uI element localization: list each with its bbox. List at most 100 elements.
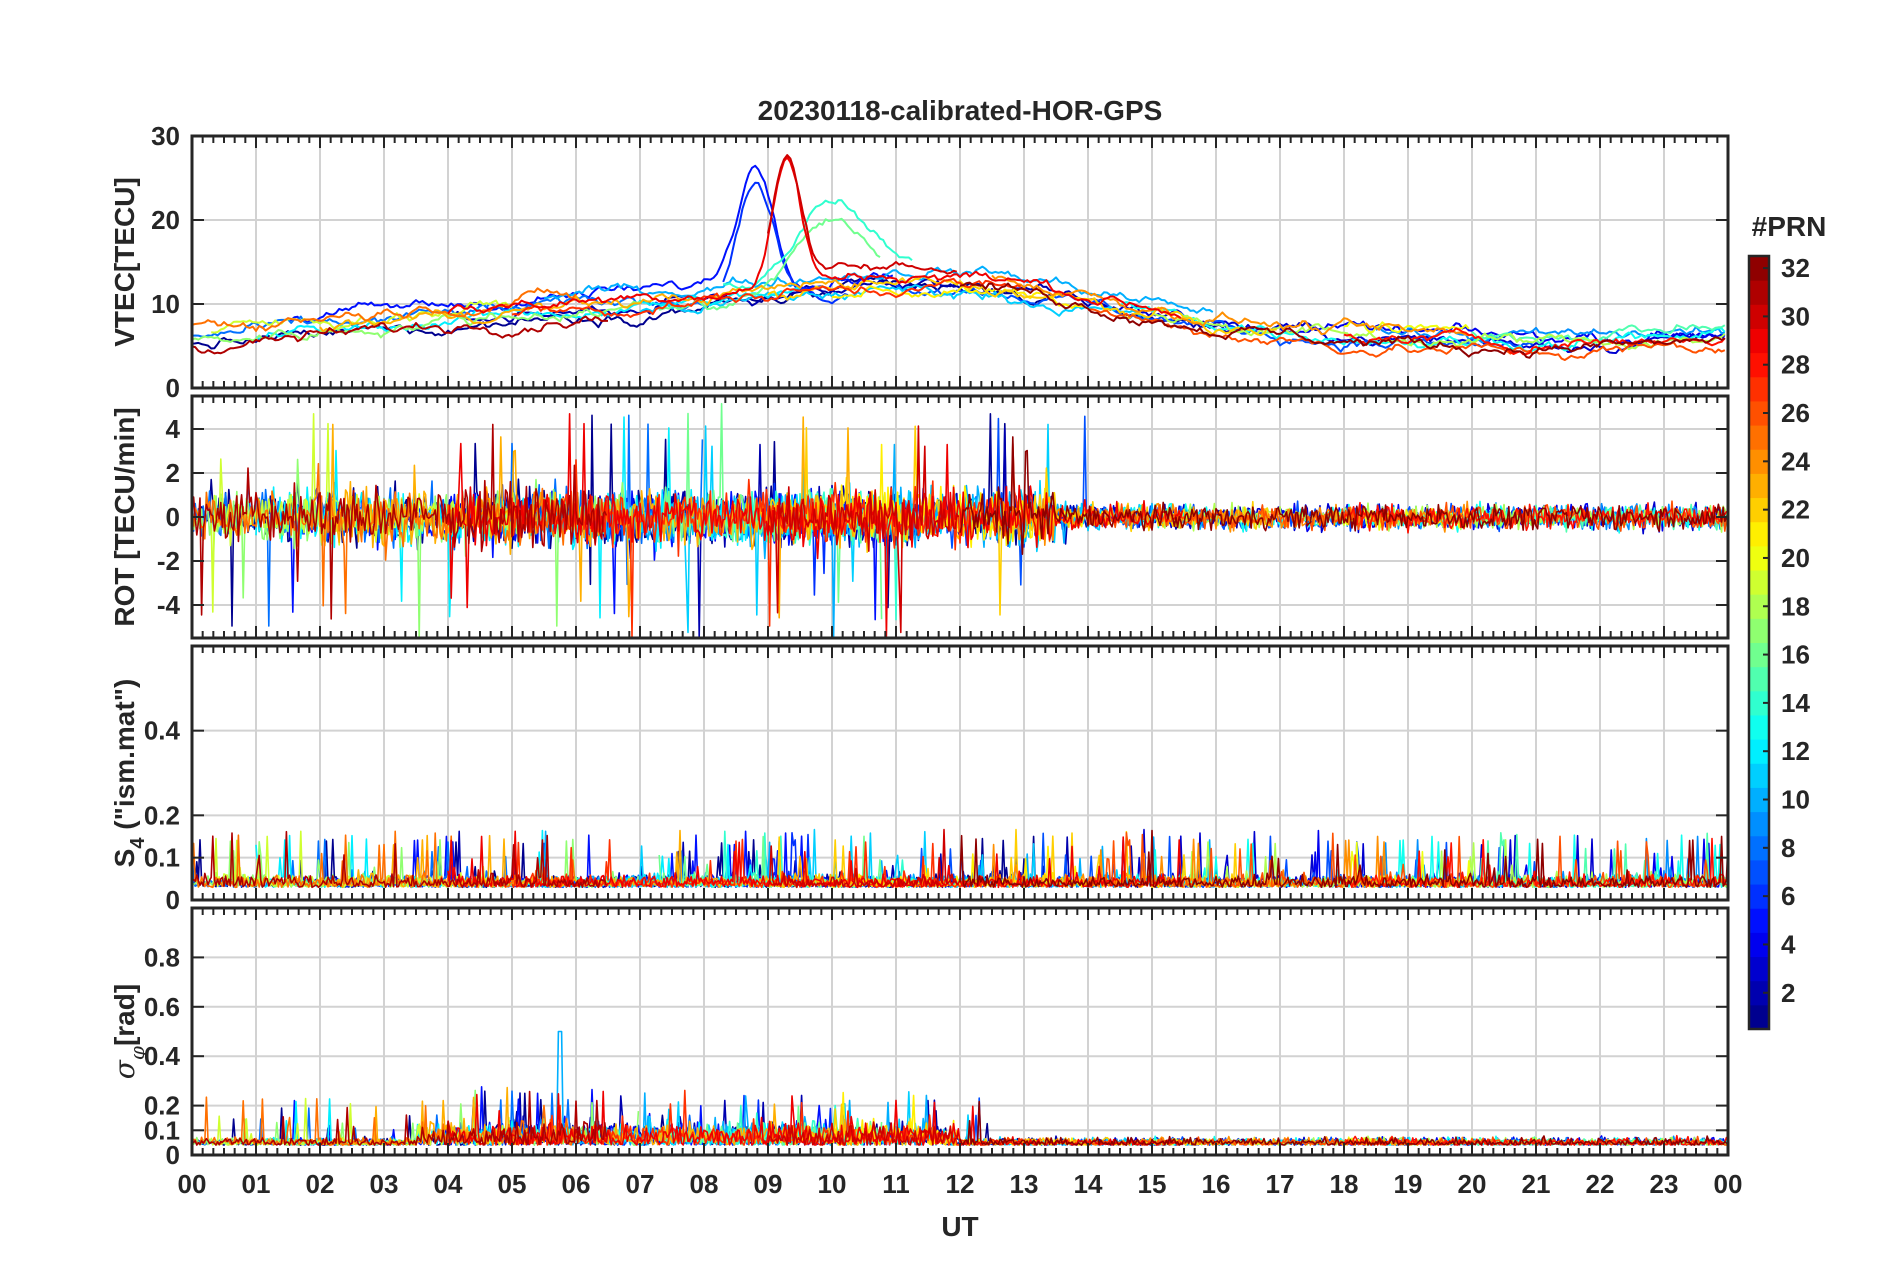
colorbar-tick-label: 30: [1781, 301, 1810, 331]
series-line-prn-32: [959, 281, 1726, 359]
colorbar-swatch-prn-10: [1749, 787, 1769, 813]
series-line-prn-26: [1087, 308, 1726, 361]
colorbar-swatch-prn-18: [1749, 594, 1769, 619]
series-line-prn-30: [767, 828, 959, 889]
x-tick-label: 04: [434, 1169, 463, 1199]
x-tick-label: 18: [1330, 1169, 1359, 1199]
x-tick-label: 02: [306, 1169, 335, 1199]
x-tick-label: 06: [562, 1169, 591, 1199]
panel-ticks: [191, 396, 1729, 638]
y-tick-label: 2: [166, 458, 180, 488]
y-tick-label: 0: [166, 373, 180, 403]
x-tick-label: 21: [1522, 1169, 1551, 1199]
colorbar-swatch-prn-19: [1749, 570, 1769, 595]
panel-series: [192, 828, 1728, 889]
colorbar-swatch-prn-27: [1749, 376, 1769, 402]
panel-ticks: [191, 908, 1729, 1156]
x-tick-label: 17: [1266, 1169, 1295, 1199]
y-axis-label: σφ[rad]: [108, 984, 149, 1079]
colorbar-swatch-prn-29: [1749, 328, 1769, 354]
y-tick-label: 0.2: [144, 1091, 180, 1121]
colorbar-swatch-prn-30: [1749, 304, 1769, 329]
colorbar-swatch-prn-24: [1749, 449, 1769, 474]
series-line-prn-31: [192, 830, 608, 889]
panel-series: [192, 154, 1726, 361]
series-line-prn-24: [991, 274, 1470, 337]
panel-sigphi: 00.10.2 0.4 0.6 0.8 σφ[rad] 00 01 02 03 04 05 06 07 0…: [108, 906, 1743, 1199]
colorbar-tick-label: 28: [1781, 350, 1810, 380]
series-line-prn-12: [255, 287, 801, 340]
x-tick-label: 03: [370, 1169, 399, 1199]
colorbar-swatch-prn-8: [1749, 835, 1769, 861]
colorbar-swatch-prn-5: [1749, 908, 1769, 933]
x-tick-label: 11: [882, 1169, 910, 1199]
x-tick-label: 09: [754, 1169, 783, 1199]
series-line-prn-22: [767, 275, 1277, 337]
x-tick-label: 22: [1586, 1169, 1615, 1199]
colorbar-frame: [1747, 254, 1771, 1031]
x-tick-label: 16: [1202, 1169, 1231, 1199]
colorbar-tick-label: 26: [1781, 398, 1810, 428]
x-tick-label: 00: [178, 1169, 207, 1199]
colorbar-tick-label: 6: [1781, 881, 1795, 911]
y-axis-label-main: σ: [108, 1059, 141, 1079]
y-tick-label: 0.8: [144, 942, 180, 972]
x-tick-label: 14: [1074, 1169, 1103, 1199]
x-tick-label: 19: [1394, 1169, 1423, 1199]
series-line-prn-28: [1343, 501, 1728, 534]
x-axis-label: UT: [941, 1211, 978, 1242]
y-tick-label: 0.4: [144, 1041, 181, 1071]
series-line-prn-25: [192, 830, 576, 889]
colorbar-tick-label: 4: [1781, 929, 1796, 959]
series-line-prn-27: [511, 277, 1022, 318]
colorbar-tick-label: 12: [1781, 736, 1810, 766]
colorbar-swatch-prn-25: [1749, 425, 1769, 450]
x-tick-label: 12: [946, 1169, 975, 1199]
y-axis-label-rest: [rad]: [109, 984, 140, 1046]
colorbar-swatch-prn-28: [1749, 352, 1769, 378]
x-tick-label: 05: [498, 1169, 527, 1199]
colorbar-swatch-prn-2: [1749, 980, 1769, 1006]
x-tick-label: 00: [1714, 1169, 1743, 1199]
colorbar-swatch-prn-14: [1749, 690, 1769, 716]
colorbar-tick-label: 8: [1781, 833, 1795, 863]
colorbar-tick-label: 16: [1781, 640, 1810, 670]
series-line-prn-23: [319, 278, 862, 333]
chart-title: 20230118-calibrated-HOR-GPS: [758, 95, 1163, 126]
colorbar-tick-label: 10: [1781, 785, 1810, 815]
colorbar-swatch-prn-32: [1749, 256, 1769, 281]
y-tick-label: 20: [151, 205, 180, 235]
series-line-prn-20: [1343, 320, 1470, 334]
x-tick-label: 15: [1138, 1169, 1167, 1199]
y-axis-label: ROT [TECU/min]: [109, 407, 140, 626]
y-tick-label: 30: [151, 121, 180, 151]
series-line-prn-11: [639, 284, 1149, 320]
series-line-prn-30: [767, 154, 958, 275]
colorbar-swatch-prn-17: [1749, 618, 1769, 643]
panel-vtec: 0 10 20 30 VTEC[TECU]: [109, 121, 1730, 403]
y-tick-label: 0: [166, 885, 180, 915]
y-tick-label: 10: [151, 289, 180, 319]
x-tick-label: 08: [690, 1169, 719, 1199]
y-tick-label: 0.6: [144, 992, 180, 1022]
series-line-prn-31: [192, 315, 609, 355]
y-tick-label: -4: [157, 590, 181, 620]
series-line-prn-18: [1151, 312, 1726, 351]
series-line-prn-6: [722, 181, 849, 305]
y-axis-label: VTEC[TECU]: [109, 177, 140, 347]
series-line-prn-32: [959, 436, 1728, 556]
y-axis-label-main: S: [109, 849, 140, 868]
y-tick-label: 0: [166, 1140, 180, 1170]
colorbar-tick-label: 18: [1781, 591, 1810, 621]
y-tick-label: 0.1: [144, 843, 180, 873]
colorbar-tick-label: 14: [1781, 688, 1810, 718]
colorbar-swatch-prn-26: [1749, 400, 1769, 426]
colorbar-swatch-prn-16: [1749, 642, 1769, 668]
panel-series: [192, 1030, 1728, 1146]
colorbar-swatch-prn-4: [1749, 932, 1769, 958]
colorbar-swatch-prn-9: [1749, 811, 1769, 837]
